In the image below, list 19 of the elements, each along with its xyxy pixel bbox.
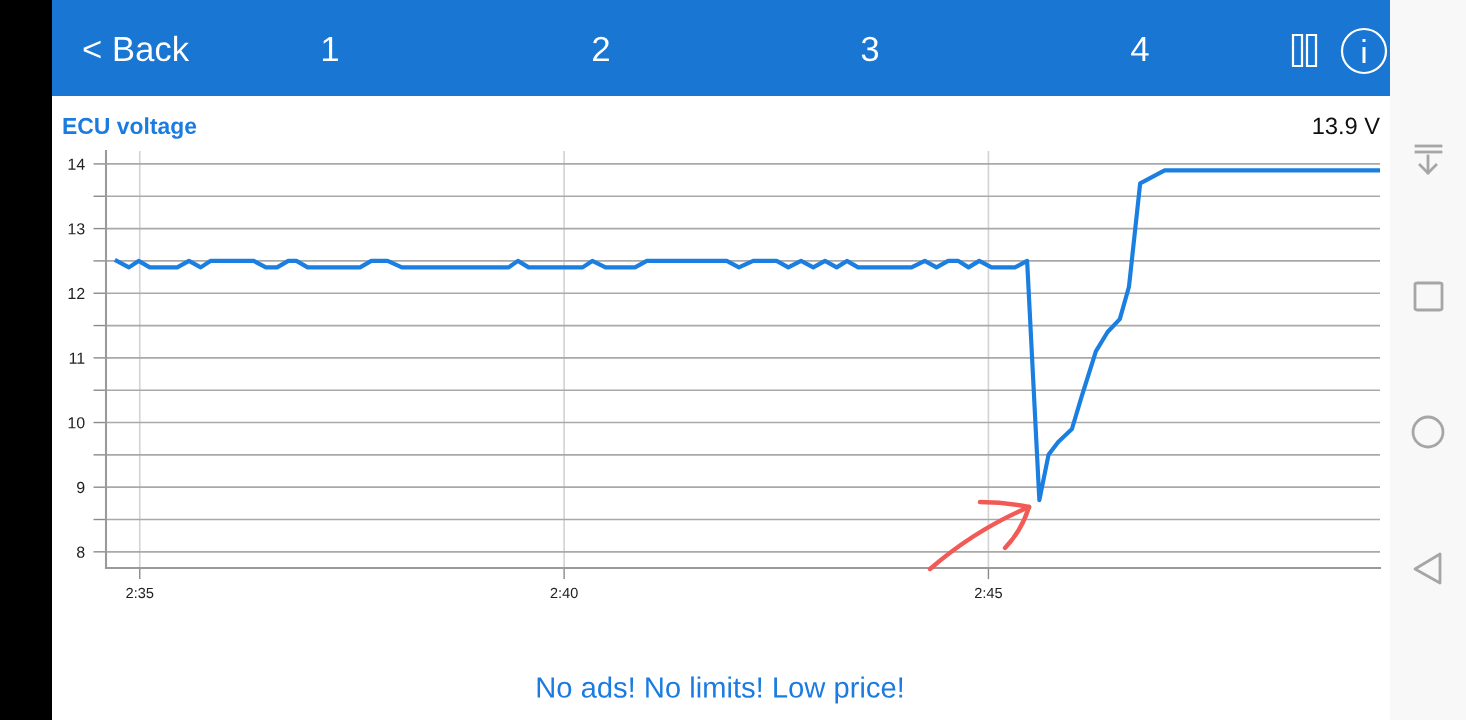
text: 3	[861, 36, 879, 62]
y-tick-label: 14	[68, 158, 85, 170]
text: No ads! No limits! Low price!	[537, 676, 903, 704]
chart-title: ECU voltage	[63, 117, 197, 139]
y-tick-label: 13	[68, 223, 85, 235]
y-tick-label: 12	[68, 287, 85, 300]
y-tick-label: 9	[77, 481, 85, 494]
text: 4	[1131, 37, 1149, 61]
text: 1	[322, 37, 338, 61]
y-tick-label: 10	[68, 417, 85, 429]
text: 2	[593, 36, 609, 61]
x-tick-label: 2:45	[974, 587, 1003, 599]
y-tick-label: 11	[69, 352, 85, 364]
text: 13.9 V	[1313, 117, 1380, 135]
x-tick-label: 2:35	[126, 587, 154, 599]
x-tick-label: 2:40	[550, 587, 578, 599]
text: < Back	[83, 35, 190, 62]
y-tick-label: 8	[76, 546, 85, 558]
line-series	[114, 168, 1380, 503]
